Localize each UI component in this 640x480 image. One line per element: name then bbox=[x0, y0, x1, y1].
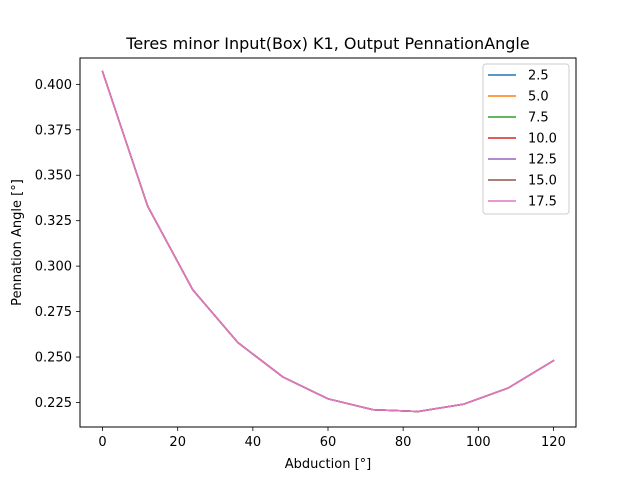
y-axis-label: Pennation Angle [°] bbox=[10, 179, 25, 306]
legend-label: 15.0 bbox=[528, 174, 557, 189]
y-tick-label: 0.225 bbox=[35, 396, 72, 411]
legend-label: 17.5 bbox=[528, 195, 557, 210]
x-tick-label: 40 bbox=[245, 435, 262, 450]
y-tick-label: 0.375 bbox=[35, 123, 72, 138]
x-tick-label: 20 bbox=[169, 435, 186, 450]
legend-label: 12.5 bbox=[528, 153, 557, 168]
chart-title: Teres minor Input(Box) K1, Output Pennat… bbox=[125, 34, 529, 53]
y-axis-ticks: 0.225 0.250 0.275 0.300 0.325 0.350 0.375 0.400 bbox=[35, 78, 80, 411]
x-tick-label: 0 bbox=[98, 435, 106, 450]
x-axis-ticks: 0 20 40 60 80 100 120 bbox=[98, 427, 566, 450]
y-tick-label: 0.275 bbox=[35, 305, 72, 320]
legend-label: 5.0 bbox=[528, 90, 549, 105]
y-tick-label: 0.300 bbox=[35, 260, 72, 275]
legend-label: 10.0 bbox=[528, 132, 557, 147]
plot-lines bbox=[101, 70, 555, 413]
y-tick-label: 0.325 bbox=[35, 214, 72, 229]
legend-label: 7.5 bbox=[528, 111, 549, 126]
y-tick-label: 0.350 bbox=[35, 169, 72, 184]
x-tick-label: 60 bbox=[320, 435, 337, 450]
legend-label: 2.5 bbox=[528, 69, 549, 84]
x-tick-label: 80 bbox=[395, 435, 412, 450]
series-line-6 bbox=[101, 70, 555, 413]
y-tick-label: 0.250 bbox=[35, 351, 72, 366]
x-tick-label: 100 bbox=[466, 435, 491, 450]
x-axis-label: Abduction [°] bbox=[285, 457, 371, 472]
x-tick-label: 120 bbox=[541, 435, 566, 450]
legend: 2.5 5.0 7.5 10.0 12.5 15.0 17.5 bbox=[482, 63, 570, 215]
legend-box bbox=[482, 63, 570, 215]
y-tick-label: 0.400 bbox=[35, 78, 72, 93]
